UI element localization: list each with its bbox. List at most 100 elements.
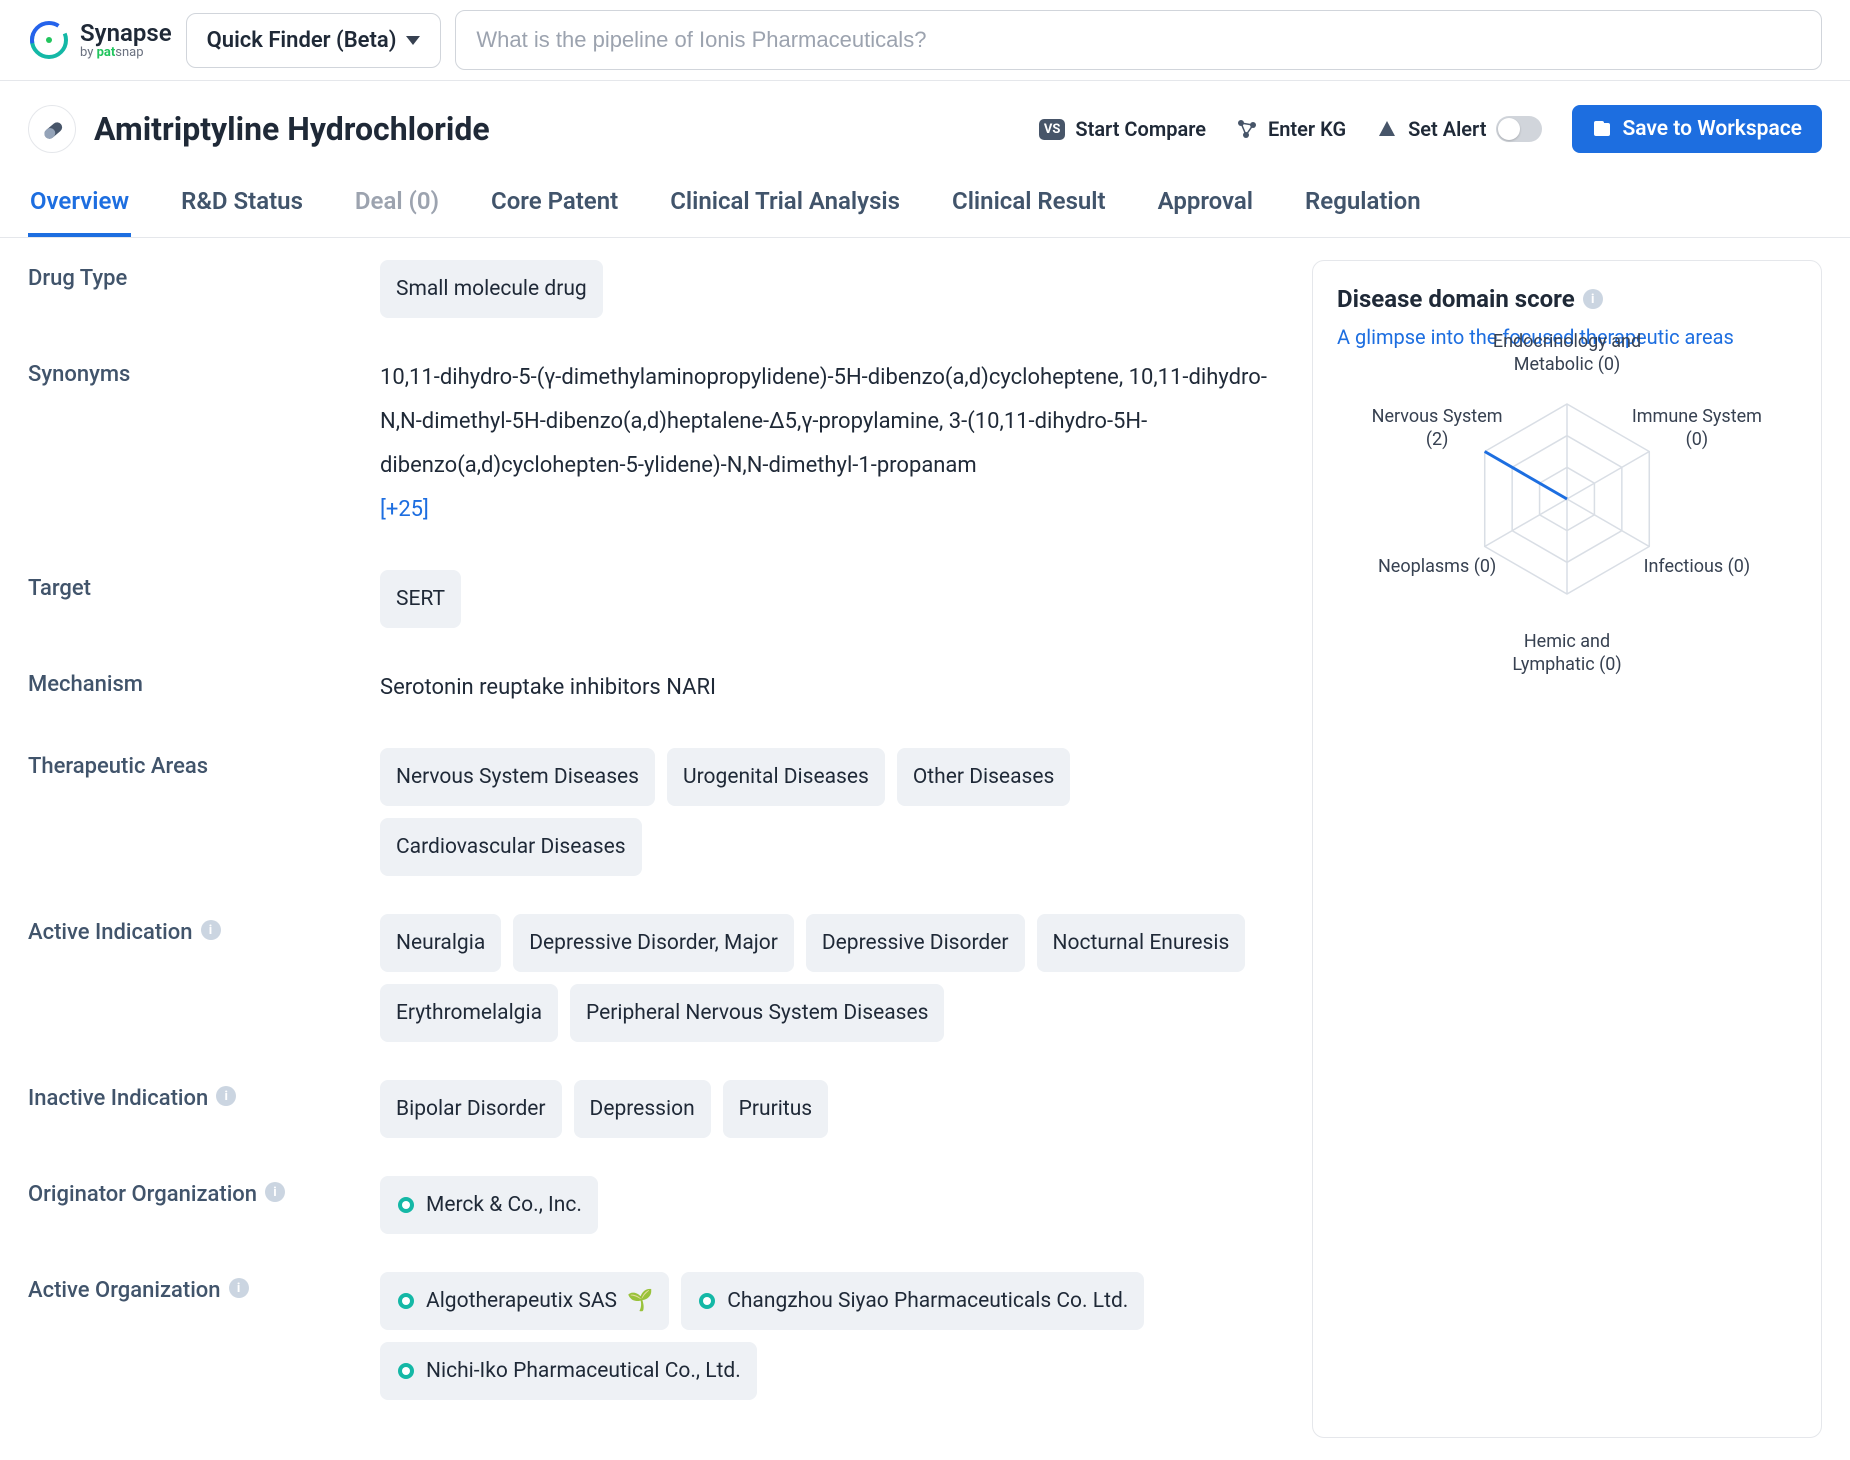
radar-axis-label: Endocrinology and Metabolic (0): [1492, 331, 1642, 376]
chip[interactable]: Depressive Disorder, Major: [513, 914, 794, 972]
label-therapeutic-areas: Therapeutic Areas: [28, 748, 358, 876]
tab-clinical-result[interactable]: Clinical Result: [950, 171, 1108, 237]
tab-approval[interactable]: Approval: [1156, 171, 1255, 237]
chip-label: Depressive Disorder: [822, 922, 1009, 964]
drug-pill-icon: [28, 105, 76, 153]
start-compare-button[interactable]: VS Start Compare: [1039, 117, 1206, 141]
save-icon: [1592, 119, 1612, 139]
org-icon: [396, 1195, 416, 1215]
info-icon[interactable]: i: [1583, 289, 1603, 309]
chip[interactable]: Neuralgia: [380, 914, 501, 972]
radar-axis-label: Nervous System (2): [1362, 406, 1512, 451]
chip-label: Bipolar Disorder: [396, 1088, 546, 1130]
enter-kg-button[interactable]: Enter KG: [1236, 117, 1346, 141]
tab-core-patent[interactable]: Core Patent: [489, 171, 620, 237]
chip[interactable]: Erythromelalgia: [380, 984, 558, 1042]
chip[interactable]: Changzhou Siyao Pharmaceuticals Co. Ltd.: [681, 1272, 1144, 1330]
save-to-workspace-button[interactable]: Save to Workspace: [1572, 105, 1822, 153]
radar-chart: Endocrinology and Metabolic (0)Immune Sy…: [1337, 369, 1797, 769]
chip-label: Depressive Disorder, Major: [529, 922, 778, 964]
tab-rd-status[interactable]: R&D Status: [179, 171, 305, 237]
search-input[interactable]: [455, 10, 1822, 70]
label-originator-org: Originator Organizationi: [28, 1176, 358, 1234]
chevron-down-icon: [406, 36, 420, 45]
chip[interactable]: Algotherapeutix SAS🌱: [380, 1272, 669, 1330]
chip-label: Nocturnal Enuresis: [1053, 922, 1230, 964]
chip-label: Small molecule drug: [396, 268, 587, 310]
chip[interactable]: Nervous System Diseases: [380, 748, 655, 806]
chip[interactable]: Nocturnal Enuresis: [1037, 914, 1246, 972]
chip[interactable]: Depression: [574, 1080, 711, 1138]
tab-regulation[interactable]: Regulation: [1303, 171, 1423, 237]
info-icon[interactable]: i: [201, 920, 221, 940]
quick-finder-label: Quick Finder (Beta): [207, 28, 397, 53]
chip-label: Merck & Co., Inc.: [426, 1184, 582, 1226]
tab-clinical-trial[interactable]: Clinical Trial Analysis: [668, 171, 902, 237]
graph-icon: [1236, 118, 1258, 140]
chip[interactable]: Small molecule drug: [380, 260, 603, 318]
value-inactive-indication: Bipolar Disorder Depression Pruritus: [380, 1080, 1272, 1138]
radar-axis-label: Infectious (0): [1622, 556, 1772, 579]
chip[interactable]: Urogenital Diseases: [667, 748, 885, 806]
compare-label: Start Compare: [1075, 117, 1206, 141]
value-originator-org: Merck & Co., Inc.: [380, 1176, 1272, 1234]
chip[interactable]: SERT: [380, 570, 461, 628]
set-alert-label: Set Alert: [1408, 117, 1486, 141]
chip-label: Peripheral Nervous System Diseases: [586, 992, 928, 1034]
label-synonyms: Synonyms: [28, 356, 358, 532]
value-drug-type: Small molecule drug: [380, 260, 1272, 318]
value-active-org: Algotherapeutix SAS🌱 Changzhou Siyao Phar…: [380, 1272, 1272, 1400]
label-active-indication: Active Indicationi: [28, 914, 358, 1042]
chip-label: Nichi-Iko Pharmaceutical Co., Ltd.: [426, 1350, 741, 1392]
info-icon[interactable]: i: [229, 1278, 249, 1298]
org-icon: [396, 1361, 416, 1381]
chip-label: Cardiovascular Diseases: [396, 826, 626, 868]
chip[interactable]: Depressive Disorder: [806, 914, 1025, 972]
label-active-org: Active Organizationi: [28, 1272, 358, 1400]
set-alert-button[interactable]: Set Alert: [1376, 116, 1542, 142]
chip-label: Erythromelalgia: [396, 992, 542, 1034]
sprout-icon: 🌱: [627, 1280, 653, 1322]
tab-overview[interactable]: Overview: [28, 171, 131, 237]
chip-label: Pruritus: [739, 1088, 812, 1130]
label-inactive-indication: Inactive Indicationi: [28, 1080, 358, 1138]
alert-toggle[interactable]: [1496, 116, 1542, 142]
synonyms-expand-link[interactable]: [+25]: [380, 497, 429, 522]
chip[interactable]: Cardiovascular Diseases: [380, 818, 642, 876]
radar-axis-label: Immune System (0): [1622, 406, 1772, 451]
brand-logo[interactable]: Synapse by patsnap: [28, 19, 172, 61]
chip[interactable]: Pruritus: [723, 1080, 828, 1138]
alert-icon: [1376, 118, 1398, 140]
chip[interactable]: Nichi-Iko Pharmaceutical Co., Ltd.: [380, 1342, 757, 1400]
chip-label: Urogenital Diseases: [683, 756, 869, 798]
value-target: SERT: [380, 570, 1272, 628]
chip-label: Nervous System Diseases: [396, 756, 639, 798]
page-title: Amitriptyline Hydrochloride: [94, 110, 490, 148]
value-active-indication: Neuralgia Depressive Disorder, Major Depre…: [380, 914, 1272, 1042]
side-card-title: Disease domain score: [1337, 285, 1575, 313]
logo-byline: by patsnap: [80, 46, 172, 60]
value-mechanism: Serotonin reuptake inhibitors NARI: [380, 666, 1272, 710]
chip[interactable]: Merck & Co., Inc.: [380, 1176, 598, 1234]
chip[interactable]: Bipolar Disorder: [380, 1080, 562, 1138]
logo-title: Synapse: [80, 20, 172, 46]
chip-label: Depression: [590, 1088, 695, 1130]
info-icon[interactable]: i: [216, 1086, 236, 1106]
quick-finder-dropdown[interactable]: Quick Finder (Beta): [186, 13, 442, 68]
synapse-logo-icon: [28, 19, 70, 61]
chip-label: Changzhou Siyao Pharmaceuticals Co. Ltd.: [727, 1280, 1128, 1322]
info-icon[interactable]: i: [265, 1182, 285, 1202]
value-therapeutic-areas: Nervous System Diseases Urogenital Diseas…: [380, 748, 1272, 876]
enter-kg-label: Enter KG: [1268, 117, 1346, 141]
label-target: Target: [28, 570, 358, 628]
tab-deal[interactable]: Deal (0): [353, 171, 441, 237]
chip[interactable]: Other Diseases: [897, 748, 1070, 806]
chip-label: Other Diseases: [913, 756, 1054, 798]
label-mechanism: Mechanism: [28, 666, 358, 710]
org-icon: [396, 1291, 416, 1311]
save-label: Save to Workspace: [1622, 117, 1802, 141]
disease-domain-card: Disease domain score i A glimpse into th…: [1312, 260, 1822, 1438]
synonyms-text: 10,11-dihydro-5-(γ-dimethylaminopropylid…: [380, 365, 1267, 478]
chip[interactable]: Peripheral Nervous System Diseases: [570, 984, 944, 1042]
vs-icon: VS: [1039, 119, 1066, 140]
